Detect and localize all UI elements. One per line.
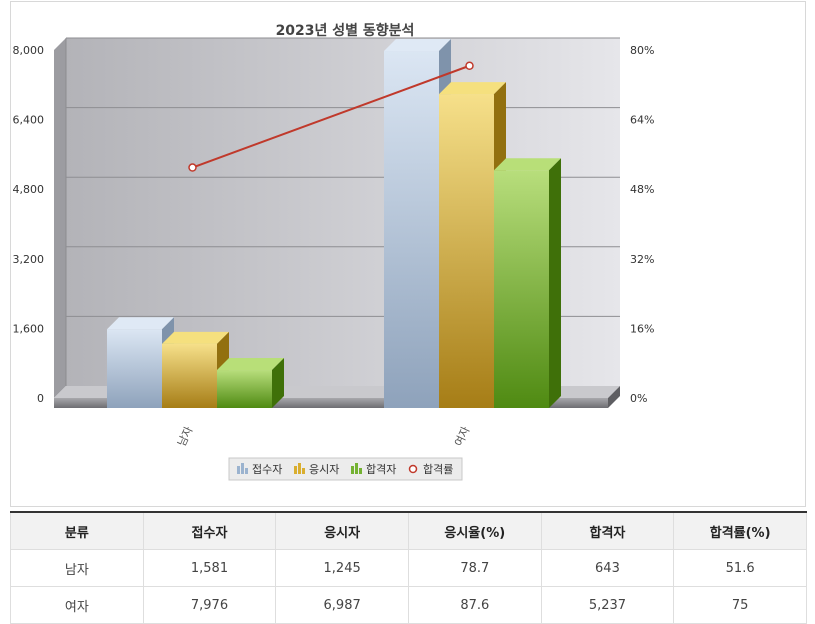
bar-top: [494, 158, 561, 171]
y2-tick-label: 80%: [630, 44, 654, 57]
table-header-row: 분류 접수자 응시자 응시율(%) 합격자 합격률(%): [10, 511, 807, 550]
bar-front: [162, 343, 217, 408]
bar-top: [162, 331, 229, 344]
y2-tick-label: 32%: [630, 253, 654, 266]
legend-item: 합격률: [408, 463, 453, 476]
category-label: 남자: [175, 425, 195, 449]
legend-item: 응시자: [294, 463, 339, 476]
table-cell: 643: [540, 549, 675, 587]
y2-tick-label: 0%: [630, 392, 647, 405]
bar-side: [549, 158, 561, 408]
bar-top: [217, 358, 284, 371]
table-cell: 78.7: [407, 549, 542, 587]
y-tick-label: 1,600: [13, 322, 45, 335]
bar-front: [217, 370, 272, 408]
legend-label: 합격자: [366, 463, 396, 476]
category-label: 여자: [452, 425, 472, 449]
table-cell: 75: [673, 586, 807, 624]
table-cell: 1,245: [275, 549, 409, 587]
table-cell: 여자: [10, 586, 144, 624]
chart-container: 2023년 성별 동향분석 8,000 6,400 4,800 3,200 1,600 0…: [10, 1, 806, 507]
table-header-cell: 합격자: [540, 511, 675, 550]
bar-front: [384, 51, 439, 408]
y-tick-label: 8,000: [13, 44, 45, 57]
bar-top: [384, 39, 451, 52]
legend-icon: [359, 468, 362, 474]
bar: [217, 358, 284, 408]
y2-tick-label: 16%: [630, 322, 654, 335]
legend-icon: [294, 466, 297, 474]
chart-title: 2023년 성별 동향분석: [276, 22, 415, 39]
y-tick-label: 4,800: [13, 183, 45, 196]
table-header-cell: 응시율(%): [407, 511, 542, 550]
legend-icon: [237, 466, 240, 474]
y2-tick-label: 48%: [630, 183, 654, 196]
table-row: 여자 7,976 6,987 87.6 5,237 75: [10, 586, 807, 624]
legend-icon: [298, 463, 301, 474]
legend-box: [228, 457, 463, 481]
bar: [494, 158, 561, 408]
legend-icon: [351, 466, 354, 474]
table-header-cell: 합격률(%): [673, 511, 807, 550]
rate-point: [465, 61, 474, 70]
table-row: 남자 1,581 1,245 78.7 643 51.6: [10, 549, 807, 587]
table-cell: 6,987: [275, 586, 409, 624]
rate-point: [188, 163, 197, 172]
table-cell: 87.6: [407, 586, 542, 624]
bar-front: [107, 329, 162, 408]
table-cell: 51.6: [673, 549, 807, 587]
table-cell: 5,237: [540, 586, 675, 624]
y-tick-label: 6,400: [13, 114, 45, 127]
legend-label: 응시자: [309, 463, 339, 476]
bar-top: [107, 317, 174, 330]
chart-svg: 2023년 성별 동향분석 8,000 6,400 4,800 3,200 1,600 0…: [13, 22, 654, 481]
plot-floor-side: [608, 386, 620, 408]
legend-item: 합격자: [351, 463, 396, 476]
y-tick-label: 3,200: [13, 253, 45, 266]
legend-label: 합격률: [423, 463, 453, 476]
plot-floor-front: [54, 398, 608, 408]
rate-line: [192, 64, 470, 169]
y-tick-label: 0: [37, 392, 44, 405]
bar-top: [439, 82, 506, 95]
legend-icon: [245, 468, 248, 474]
legend-icon: [241, 463, 244, 474]
legend-label: 접수자: [252, 463, 282, 476]
y2-tick-label: 64%: [630, 114, 654, 127]
table-cell: 남자: [10, 549, 144, 587]
bar-front: [439, 94, 494, 409]
bar-front: [494, 170, 549, 408]
legend-icon: [302, 468, 305, 474]
legend-item: 접수자: [237, 463, 282, 476]
legend-icon: [408, 464, 418, 474]
plot-side-wall: [54, 38, 66, 398]
table-cell: 7,976: [142, 586, 277, 624]
table-cell: 1,581: [142, 549, 277, 587]
table-header-cell: 분류: [10, 511, 144, 550]
data-table: 분류 접수자 응시자 응시율(%) 합격자 합격률(%) 남자 1,581 1,245 78.7…: [10, 511, 807, 624]
table-header-cell: 응시자: [275, 511, 409, 550]
bar-side: [272, 358, 284, 408]
table-header-cell: 접수자: [142, 511, 277, 550]
legend-icon: [355, 463, 358, 474]
